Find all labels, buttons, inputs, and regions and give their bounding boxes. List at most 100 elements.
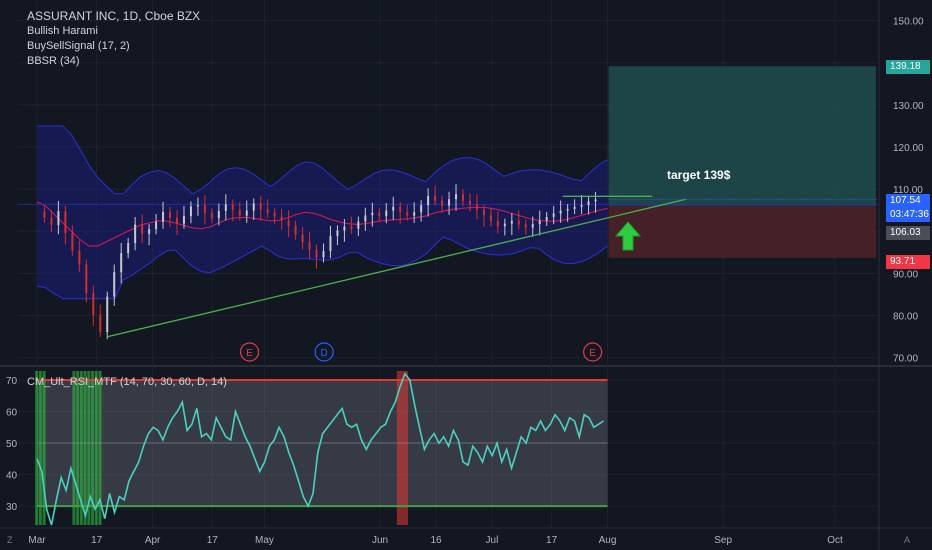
candle-body[interactable] <box>252 203 255 211</box>
candle-body[interactable] <box>420 205 423 213</box>
drawn-lines[interactable] <box>107 195 878 338</box>
candle-body[interactable] <box>475 204 478 210</box>
candle-body[interactable] <box>210 213 213 219</box>
position-zones[interactable] <box>608 66 876 258</box>
candle-body[interactable] <box>182 216 185 224</box>
candle-body[interactable] <box>224 204 227 212</box>
candle-body[interactable] <box>259 203 262 210</box>
candle-body[interactable] <box>538 220 541 225</box>
candles[interactable] <box>43 184 597 340</box>
candle-body[interactable] <box>155 221 158 230</box>
rsi-line[interactable] <box>36 372 604 526</box>
candle-body[interactable] <box>350 226 353 229</box>
candle-body[interactable] <box>99 314 102 332</box>
candle-body[interactable] <box>127 243 130 254</box>
candle-body[interactable] <box>545 216 548 221</box>
candle-body[interactable] <box>566 208 569 211</box>
candle-body[interactable] <box>315 249 318 258</box>
candle-body[interactable] <box>594 199 597 202</box>
candle-body[interactable] <box>113 272 116 297</box>
candle-body[interactable] <box>441 200 444 206</box>
candle-body[interactable] <box>308 242 311 250</box>
candle-body[interactable] <box>587 201 590 206</box>
z-icon[interactable]: Z <box>7 535 13 545</box>
stop-zone[interactable] <box>608 205 876 258</box>
candle-body[interactable] <box>392 206 395 211</box>
candle-body[interactable] <box>162 211 165 222</box>
candle-body[interactable] <box>559 210 562 214</box>
candle-body[interactable] <box>399 206 402 213</box>
candle-body[interactable] <box>231 204 234 210</box>
candle-body[interactable] <box>50 217 53 225</box>
candle-body[interactable] <box>301 234 304 243</box>
candle-body[interactable] <box>294 225 297 235</box>
candle-body[interactable] <box>406 212 409 216</box>
candle-body[interactable] <box>573 206 576 209</box>
candle-body[interactable] <box>175 217 178 224</box>
support-trendline[interactable] <box>107 198 686 338</box>
candle-body[interactable] <box>357 221 360 229</box>
candle-body[interactable] <box>43 211 46 218</box>
candle-body[interactable] <box>92 293 95 315</box>
candle-body[interactable] <box>71 232 74 251</box>
candle-body[interactable] <box>266 209 269 213</box>
candle-body[interactable] <box>461 194 464 201</box>
candle-body[interactable] <box>245 210 248 216</box>
candle-body[interactable] <box>510 220 513 224</box>
legend-rsi[interactable]: CM_Ult_RSI_MTF (14, 70, 30, 60, D, 14) <box>27 376 227 388</box>
candle-body[interactable] <box>120 253 123 273</box>
candle-body[interactable] <box>169 211 172 218</box>
candle-body[interactable] <box>378 212 381 217</box>
candle-body[interactable] <box>148 229 151 234</box>
candle-body[interactable] <box>364 215 367 222</box>
symbol-title[interactable]: ASSURANT INC, 1D, Cboe BZX <box>27 9 201 23</box>
candle-body[interactable] <box>217 211 220 219</box>
candle-body[interactable] <box>413 212 416 216</box>
candle-body[interactable] <box>482 209 485 216</box>
candle-body[interactable] <box>427 195 430 206</box>
legend-buysellsignal[interactable]: BuySellSignal (17, 2) <box>27 40 130 52</box>
candle-body[interactable] <box>434 195 437 201</box>
candle-body[interactable] <box>280 216 283 221</box>
candle-body[interactable] <box>329 235 332 252</box>
candle-body[interactable] <box>448 199 451 206</box>
candle-body[interactable] <box>552 213 555 217</box>
candle-body[interactable] <box>385 210 388 217</box>
rsi-pane[interactable] <box>35 371 608 526</box>
candle-body[interactable] <box>273 212 276 217</box>
candle-body[interactable] <box>503 223 506 227</box>
candle-body[interactable] <box>57 211 60 225</box>
candle-body[interactable] <box>196 205 199 207</box>
candle-body[interactable] <box>455 194 458 200</box>
candle-body[interactable] <box>489 215 492 222</box>
candle-body[interactable] <box>85 264 88 294</box>
candle-body[interactable] <box>287 220 290 226</box>
legend-bullish-harami[interactable]: Bullish Harami <box>27 25 98 37</box>
event-marker[interactable] <box>583 342 603 362</box>
candle-body[interactable] <box>524 224 527 228</box>
candle-body[interactable] <box>141 224 144 234</box>
axes[interactable]: 150.00140.00130.00120.00110.00100.0090.0… <box>6 17 924 546</box>
candle-body[interactable] <box>238 209 241 216</box>
a-auto-icon[interactable]: A <box>904 535 910 545</box>
event-marker[interactable] <box>314 342 334 362</box>
target-annotation[interactable]: target 139$ <box>667 168 731 182</box>
legend-bbsr[interactable]: BBSR (34) <box>27 55 80 67</box>
target-zone[interactable] <box>608 66 876 206</box>
candle-body[interactable] <box>468 200 471 205</box>
candle-body[interactable] <box>64 211 67 233</box>
event-marker[interactable] <box>239 342 260 362</box>
candle-body[interactable] <box>106 296 109 332</box>
candle-body[interactable] <box>371 212 374 216</box>
candle-body[interactable] <box>336 230 339 236</box>
candle-body[interactable] <box>203 205 206 214</box>
candle-body[interactable] <box>517 220 520 225</box>
candle-body[interactable] <box>496 221 499 227</box>
candle-body[interactable] <box>322 251 325 258</box>
candle-body[interactable] <box>189 206 192 217</box>
candle-body[interactable] <box>134 224 137 244</box>
candle-body[interactable] <box>580 205 583 207</box>
candle-body[interactable] <box>343 226 346 231</box>
